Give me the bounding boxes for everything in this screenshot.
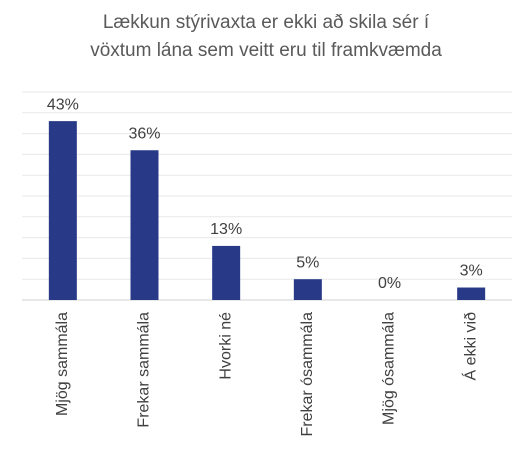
value-label: 36% <box>128 125 160 142</box>
bar <box>293 279 322 300</box>
bar <box>457 287 486 300</box>
x-tick-label: Mjög ósammála <box>381 312 398 425</box>
value-label: 5% <box>296 254 319 271</box>
bar <box>48 121 77 301</box>
x-tick-label: Frekar sammála <box>136 312 153 428</box>
chart-title: vöxtum lána sem veitt eru til framkvæmda <box>90 40 442 61</box>
x-tick-label: Á ekki við <box>460 312 479 381</box>
value-label: 13% <box>210 221 242 238</box>
x-tick-label: Frekar ósammála <box>299 312 316 437</box>
bar <box>212 245 241 300</box>
x-tick-label: Mjög sammála <box>54 312 71 416</box>
chart-title: Lækkun stýrivaxta er ekki að skila sér í <box>103 12 430 33</box>
value-label: 3% <box>460 263 483 280</box>
value-label: 0% <box>378 275 401 292</box>
x-tick-label: Hvorki né <box>217 312 234 380</box>
value-label: 43% <box>47 96 79 113</box>
bar <box>130 150 159 300</box>
